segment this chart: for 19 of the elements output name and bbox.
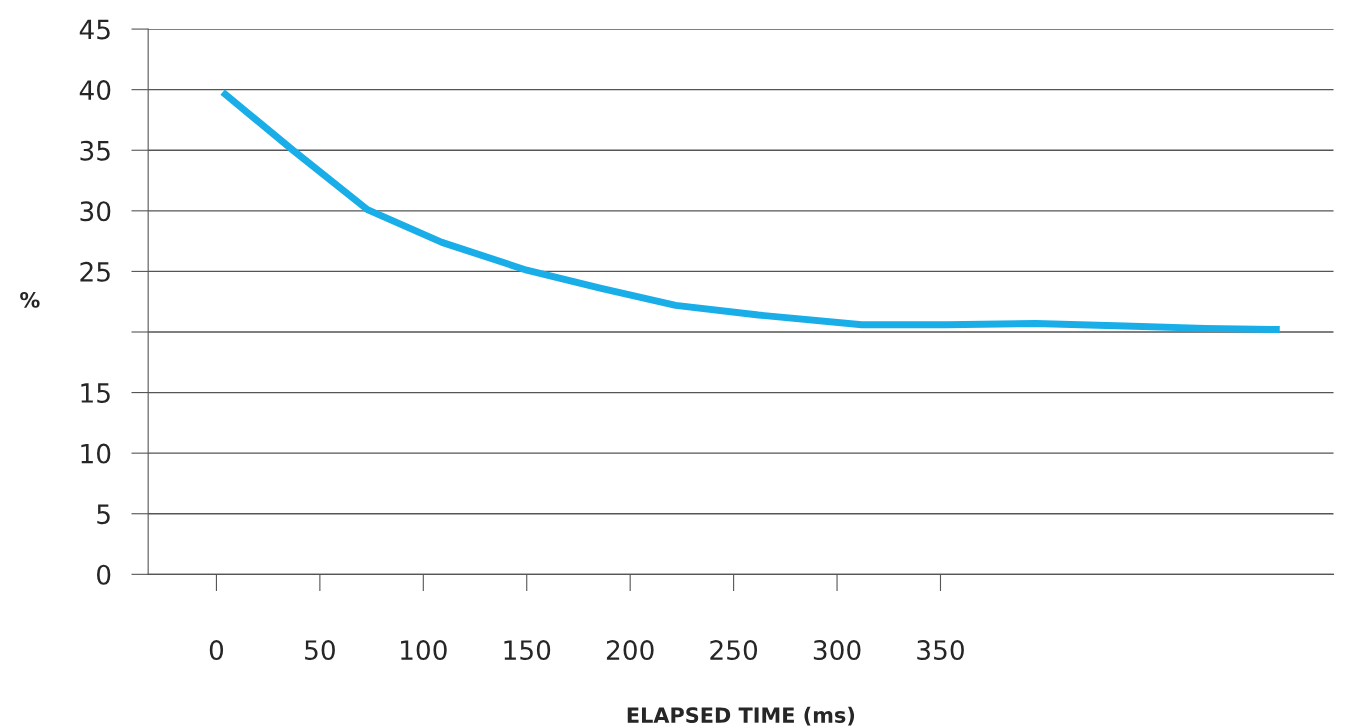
x-tick-label: 50 (305, 640, 335, 661)
y-axis-title: % (20, 291, 40, 308)
y-tick-label: 35 (80, 140, 110, 161)
x-tick-label: 250 (710, 640, 758, 661)
y-tick-label: 30 (80, 201, 111, 222)
y-tick-label: 45 (79, 19, 110, 40)
y-tick-label: 5 (97, 504, 110, 525)
y-tick-label: 15 (81, 383, 110, 403)
x-tick-label: 0 (209, 640, 224, 661)
x-tick-label: 300 (813, 640, 861, 661)
y-tick-label: 0 (97, 564, 111, 585)
x-axis-title: ELAPSED TIME (ms) (627, 706, 855, 726)
x-tick-label: 200 (606, 640, 654, 661)
y-tick-label: 40 (79, 80, 111, 101)
x-tick-label: 100 (401, 640, 447, 661)
x-tick-label: 150 (504, 640, 551, 661)
x-tick-label: 350 (917, 640, 964, 661)
y-tick-label: 25 (80, 261, 110, 282)
y-tick-label: 10 (81, 443, 111, 464)
